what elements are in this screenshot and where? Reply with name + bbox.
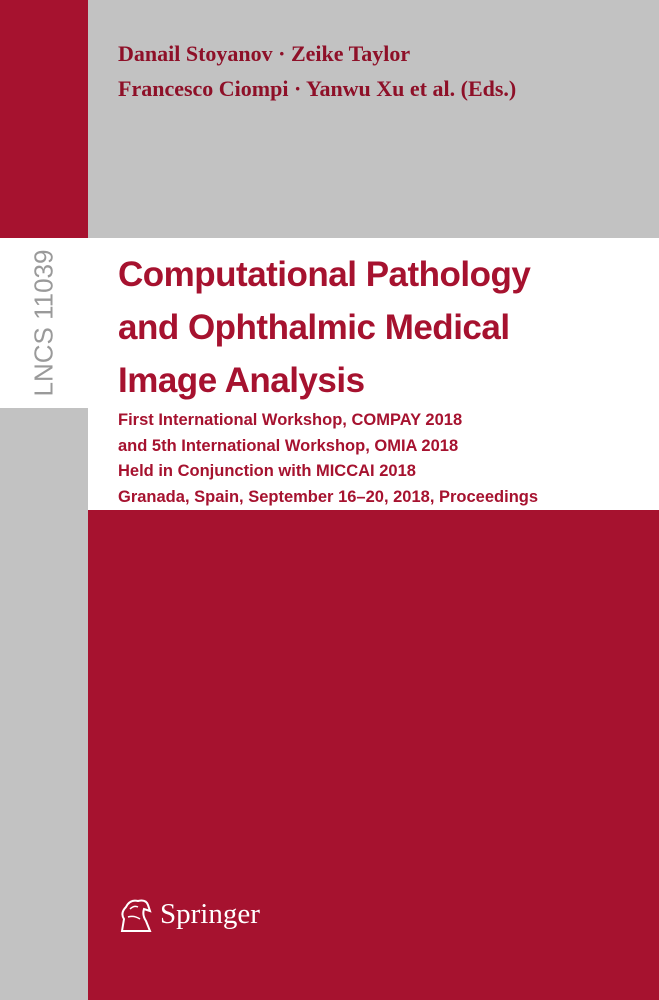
publisher: Springer (160, 898, 260, 930)
subtitle-line: First International Workshop, COMPAY 201… (118, 411, 463, 429)
title: Computational Pathology and Ophthalmic M… (118, 248, 531, 407)
subtitle: First International Workshop, COMPAY 201… (118, 408, 538, 510)
lower-panel (88, 510, 659, 1000)
title-line: Image Analysis (118, 361, 365, 400)
series-label: LNCS 11039 (28, 249, 59, 397)
author-line: Francesco Ciompi · Yanwu Xu et al. (Eds.… (118, 76, 517, 101)
series-panel (0, 238, 88, 408)
title-line: Computational Pathology (118, 255, 531, 294)
title-line: and Ophthalmic Medical (118, 308, 510, 347)
corner-block (0, 0, 88, 238)
publisher-logo (120, 899, 152, 932)
subtitle-line: and 5th International Workshop, OMIA 201… (118, 436, 459, 455)
title-panel (88, 238, 659, 510)
author-line: Danail Stoyanov · Zeike Taylor (118, 41, 411, 66)
authors: Danail Stoyanov · Zeike Taylor Francesco… (118, 36, 516, 106)
author-panel (88, 0, 659, 238)
subtitle-line: Granada, Spain, September 16–20, 2018, P… (118, 487, 539, 506)
spine-strip (0, 408, 88, 1000)
subtitle-line: Held in Conjunction with MICCAI 2018 (118, 462, 416, 480)
